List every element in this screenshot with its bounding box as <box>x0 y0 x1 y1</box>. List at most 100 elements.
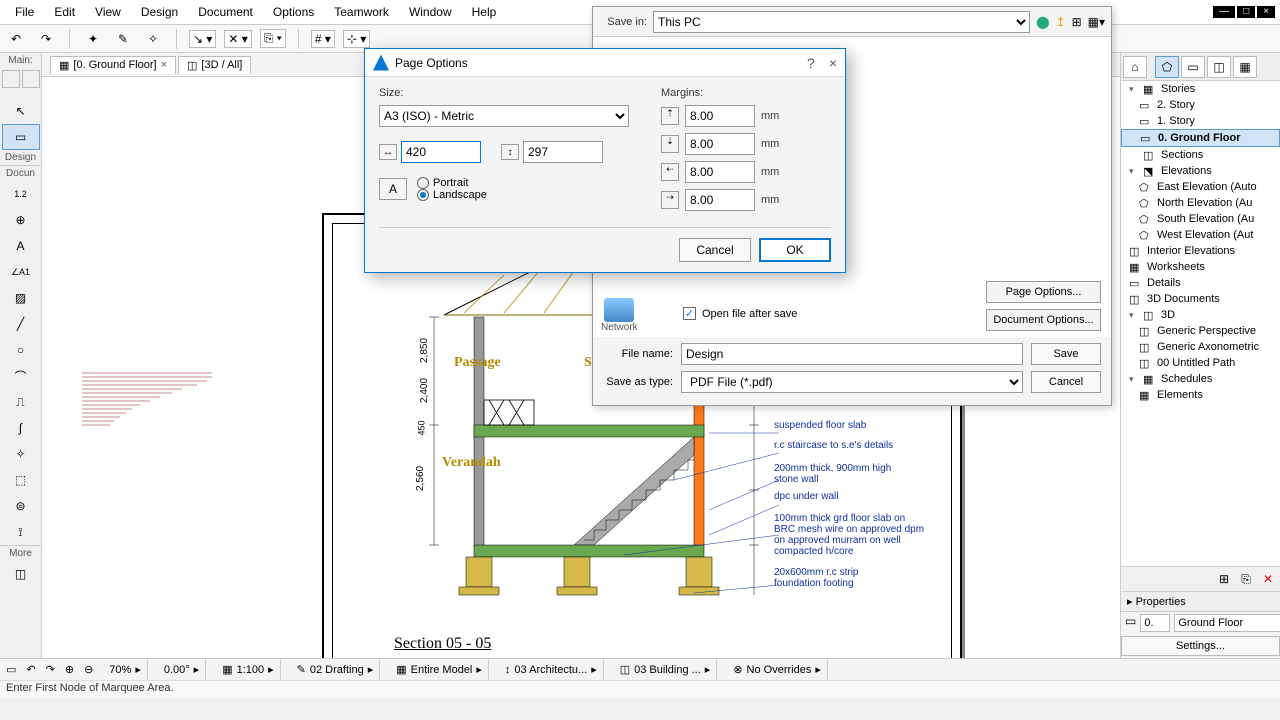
margin-top[interactable] <box>685 105 755 127</box>
document-options-button[interactable]: Document Options... <box>986 309 1101 331</box>
camera-tool[interactable]: ◫ <box>2 561 40 587</box>
fill-tool[interactable]: ▨ <box>2 285 40 311</box>
menu-teamwork[interactable]: Teamwork <box>324 2 399 22</box>
zoom-value[interactable]: 70% <box>109 664 131 676</box>
tree-3d-docs[interactable]: ◫3D Documents <box>1121 291 1280 307</box>
menu-window[interactable]: Window <box>399 2 462 22</box>
offset-mode[interactable]: ⎘ ▾ <box>260 29 286 48</box>
zone-tool[interactable]: ⊜ <box>2 493 40 519</box>
paper-preset[interactable]: A3 (ISO) - Metric <box>379 105 629 127</box>
snap-mode[interactable]: ✕ ▾ <box>224 30 251 48</box>
network-item[interactable]: Network <box>601 298 638 333</box>
tree-schedules[interactable]: ▾▦Schedules <box>1121 371 1280 387</box>
properties-header[interactable]: ▸ Properties <box>1121 592 1280 612</box>
model-value[interactable]: Entire Model <box>411 664 473 676</box>
nav-project-icon[interactable]: ⬠ <box>1155 56 1179 78</box>
dialog-close-icon[interactable]: × <box>829 55 837 71</box>
tree-story-1[interactable]: ▭1. Story <box>1121 113 1280 129</box>
tree-3d[interactable]: ▾◫3D <box>1121 307 1280 323</box>
arc-tool[interactable]: ⌒ <box>2 363 40 389</box>
menu-help[interactable]: Help <box>462 2 507 22</box>
portrait-radio[interactable]: Portrait <box>417 177 487 189</box>
tree-axonometric[interactable]: ◫Generic Axonometric <box>1121 339 1280 355</box>
save-location[interactable]: This PC <box>653 11 1030 33</box>
tree-elements[interactable]: ▦Elements <box>1121 387 1280 403</box>
tree-east-elev[interactable]: ⬠East Elevation (Auto <box>1121 179 1280 195</box>
filename-input[interactable] <box>681 343 1023 365</box>
settings-button[interactable]: Settings... <box>1121 636 1280 656</box>
delete-view-icon[interactable]: ✕ <box>1259 570 1277 588</box>
sb-zoom-out-icon[interactable]: ⊖ <box>84 663 93 676</box>
tree-details[interactable]: ▭Details <box>1121 275 1280 291</box>
magic-wand-tool[interactable]: ✧ <box>142 28 164 50</box>
new-folder-icon[interactable]: ⊞ <box>1072 15 1082 29</box>
open-after-save-check[interactable]: ✓Open file after save <box>683 307 797 320</box>
page-width-input[interactable] <box>401 141 481 163</box>
margin-bottom[interactable] <box>685 133 755 155</box>
level-tool[interactable]: ⊕ <box>2 207 40 233</box>
tree-ground-floor[interactable]: ▭0. Ground Floor <box>1121 129 1280 147</box>
maximize-button[interactable]: □ <box>1237 6 1255 18</box>
layer-name[interactable] <box>1174 614 1280 632</box>
arch-value[interactable]: 03 Architectu... <box>514 664 587 676</box>
tree-west-elev[interactable]: ⬠West Elevation (Aut <box>1121 227 1280 243</box>
tree-story-2[interactable]: ▭2. Story <box>1121 97 1280 113</box>
dimension-tool[interactable]: 1.2 <box>2 181 40 207</box>
page-options-button[interactable]: Page Options... <box>986 281 1101 303</box>
tab-3d[interactable]: ◫ [3D / All] <box>178 56 251 74</box>
close-button[interactable]: × <box>1257 6 1275 18</box>
nav-publish-icon[interactable]: ▦ <box>1233 56 1257 78</box>
tree-interior[interactable]: ◫Interior Elevations <box>1121 243 1280 259</box>
angle-value[interactable]: 0.00° <box>164 664 190 676</box>
menu-document[interactable]: Document <box>188 2 263 22</box>
polyline-tool[interactable]: ⎍ <box>2 389 40 415</box>
dialog-help-icon[interactable]: ? <box>807 55 815 71</box>
layer-index[interactable] <box>1140 614 1170 632</box>
arrow-tool[interactable]: ↖ <box>2 98 40 124</box>
zone2-tool[interactable]: ⟟ <box>2 519 40 545</box>
label-tool[interactable]: ∠A1 <box>2 259 40 285</box>
sb-marquee-icon[interactable]: ▭ <box>6 663 16 676</box>
tree-untitled-path[interactable]: ◫00 Untitled Path <box>1121 355 1280 371</box>
scale-value[interactable]: 1:100 <box>237 664 265 676</box>
tree-north-elev[interactable]: ⬠North Elevation (Au <box>1121 195 1280 211</box>
nav-home-icon[interactable]: ⌂ <box>1123 56 1147 78</box>
menu-design[interactable]: Design <box>131 2 188 22</box>
arrow-mode[interactable]: ↘ ▾ <box>189 30 216 48</box>
save-button[interactable]: Save <box>1031 343 1101 365</box>
nav-layout-icon[interactable]: ◫ <box>1207 56 1231 78</box>
pick-tool[interactable]: ✦ <box>82 28 104 50</box>
tree-stories[interactable]: ▾▦Stories <box>1121 81 1280 97</box>
tab-close[interactable]: × <box>161 59 167 71</box>
menu-options[interactable]: Options <box>263 2 324 22</box>
tree-south-elev[interactable]: ⬠South Elevation (Au <box>1121 211 1280 227</box>
save-cancel-button[interactable]: Cancel <box>1031 371 1101 393</box>
guide-mode[interactable]: ⊹ ▾ <box>343 30 370 48</box>
tree-sections[interactable]: ◫Sections <box>1121 147 1280 163</box>
menu-file[interactable]: File <box>5 2 44 22</box>
spline-tool[interactable]: ∫ <box>2 415 40 441</box>
landscape-radio[interactable]: Landscape <box>417 189 487 201</box>
ok-button[interactable]: OK <box>759 238 831 262</box>
text-tool[interactable]: A <box>2 233 40 259</box>
hotspot-tool[interactable]: ✧ <box>2 441 40 467</box>
grid-mode[interactable]: # ▾ <box>311 30 335 48</box>
view-mode-icon[interactable]: ▦▾ <box>1088 15 1105 29</box>
sb-redo-icon[interactable]: ↷ <box>46 663 55 676</box>
rect-tool-a[interactable] <box>2 70 20 88</box>
margin-right[interactable] <box>685 189 755 211</box>
minimize-button[interactable]: — <box>1213 6 1235 18</box>
eyedropper-tool[interactable]: ✎ <box>112 28 134 50</box>
figure-tool[interactable]: ⬚ <box>2 467 40 493</box>
sb-zoom-in-icon[interactable]: ⊕ <box>65 663 74 676</box>
save-type-select[interactable]: PDF File (*.pdf) <box>681 371 1023 393</box>
menu-view[interactable]: View <box>85 2 131 22</box>
clone-view-icon[interactable]: ⎘ <box>1237 570 1255 588</box>
building-value[interactable]: 03 Building ... <box>634 664 701 676</box>
tree-worksheets[interactable]: ▦Worksheets <box>1121 259 1280 275</box>
up-icon[interactable]: ↥ <box>1056 15 1066 29</box>
cancel-button[interactable]: Cancel <box>679 238 751 262</box>
marquee-tool[interactable]: ▭ <box>2 124 40 150</box>
nav-view-icon[interactable]: ▭ <box>1181 56 1205 78</box>
sb-undo-icon[interactable]: ↶ <box>26 663 35 676</box>
